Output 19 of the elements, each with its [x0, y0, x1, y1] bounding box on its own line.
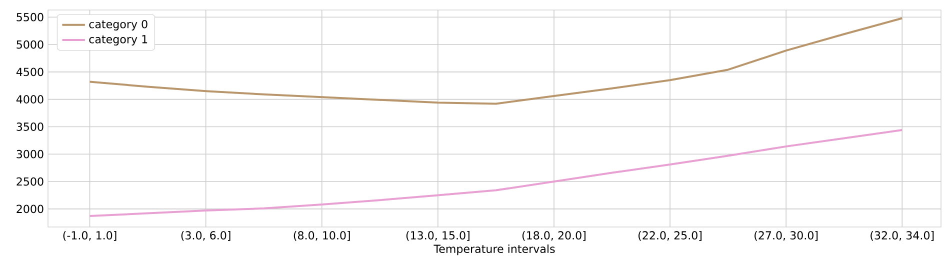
x-tick-label: (13.0, 15.0] — [406, 230, 470, 241]
legend-label: category 1 — [89, 35, 148, 46]
legend-label: category 0 — [89, 20, 148, 30]
x-axis-title: Temperature intervals — [434, 244, 555, 256]
x-tick-label: (32.0, 34.0] — [870, 230, 934, 241]
y-tick-label: 2500 — [16, 177, 44, 186]
x-tick-label: (22.0, 25.0] — [638, 230, 702, 241]
x-tick-label: (3.0, 6.0] — [181, 230, 230, 241]
y-tick-label: 2000 — [16, 204, 44, 214]
y-tick-label: 4000 — [16, 95, 44, 104]
y-tick-label: 3500 — [16, 122, 44, 131]
y-tick-label: 4500 — [16, 68, 44, 76]
x-tick-label: (8.0, 10.0] — [294, 230, 350, 241]
y-tick-label: 5500 — [16, 12, 44, 22]
x-tick-label: (27.0, 30.0] — [754, 230, 818, 241]
x-tick-label: (18.0, 20.0] — [522, 230, 586, 241]
x-tick-label: (-1.0, 1.0] — [63, 230, 116, 241]
y-tick-label: 5000 — [16, 40, 44, 49]
y-tick-label: 3000 — [16, 150, 44, 158]
